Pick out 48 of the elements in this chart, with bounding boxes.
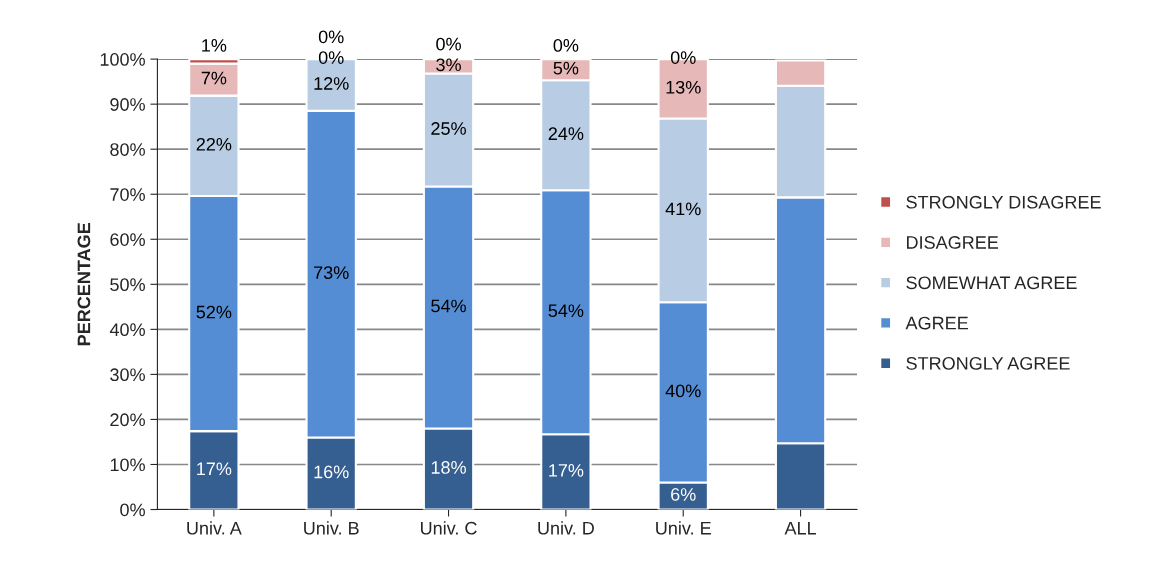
data-label: 0% [553, 39, 579, 52]
data-label: 0% [318, 30, 344, 44]
data-label: 5% [553, 61, 579, 75]
data-label: 17% [197, 462, 232, 476]
legend-label: AGREE [905, 316, 968, 330]
data-label: 1% [202, 39, 227, 52]
data-label: 0% [318, 51, 344, 64]
data-label: 41% [665, 202, 701, 216]
data-label: 13% [666, 80, 701, 94]
data-label: 6% [671, 488, 696, 501]
legend-label: STRONGLY AGREE [906, 356, 1070, 370]
data-label: 3% [436, 58, 461, 72]
data-label: 18% [431, 461, 466, 474]
data-label: 25% [431, 122, 466, 135]
legend-label: SOMEWHAT AGREE [906, 276, 1077, 290]
data-label: 17% [549, 464, 584, 477]
x-tick-label: Univ. C [421, 521, 477, 535]
data-label: 0% [670, 51, 696, 64]
y-tick-label: 30% [110, 368, 145, 382]
y-tick-label: 20% [110, 413, 145, 427]
x-tick-label: Univ. D [538, 521, 594, 535]
legend-label: DISAGREE [907, 236, 999, 249]
y-tick-label: 60% [110, 233, 145, 246]
data-label: 12% [314, 77, 349, 90]
y-tick-label: 0% [120, 503, 145, 517]
data-label: 22% [196, 137, 232, 151]
y-tick-label: 90% [110, 98, 145, 111]
x-tick-label: Univ. B [304, 521, 359, 535]
data-label: 54% [431, 299, 466, 313]
x-tick-label: Univ. A [187, 521, 242, 535]
y-tick-label: 70% [110, 188, 145, 201]
y-axis-title: PERCENTAGE [77, 222, 91, 346]
data-label: 73% [314, 266, 349, 280]
x-tick-label: ALL [784, 521, 817, 535]
legend-label: STRONGLY DISAGREE [906, 195, 1101, 209]
y-tick-label: 100% [100, 53, 145, 66]
data-label: 0% [436, 37, 461, 51]
data-label: 40% [665, 384, 701, 398]
data-label: 24% [548, 127, 584, 141]
y-tick-label: 40% [109, 323, 145, 337]
data-label: 16% [314, 465, 349, 479]
y-tick-label: 10% [110, 458, 145, 472]
data-label: 54% [548, 304, 584, 318]
data-label: 52% [196, 305, 232, 319]
x-tick-label: Univ. E [656, 521, 711, 535]
y-tick-label: 80% [110, 143, 145, 156]
y-tick-label: 50% [110, 278, 145, 292]
data-label: 7% [201, 71, 227, 85]
